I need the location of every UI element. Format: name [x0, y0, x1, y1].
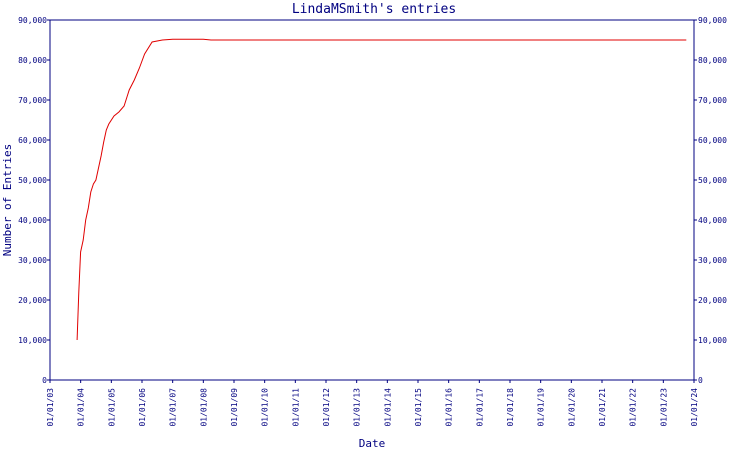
y-tick-label-left: 60,000 — [18, 136, 47, 145]
x-tick-label: 01/01/09 — [230, 388, 239, 427]
series-line-entries — [76, 38, 687, 341]
x-axis: 01/01/03 01/01/04 01/01/05 01/01/06 01/01/07… — [46, 380, 699, 427]
x-tick-label: 01/01/19 — [537, 388, 546, 427]
x-tick-label: 01/01/16 — [445, 388, 454, 427]
x-tick-label: 01/01/18 — [506, 388, 515, 427]
y-tick-label-right: 80,000 — [698, 56, 727, 65]
x-tick-label: 01/01/10 — [261, 388, 270, 427]
x-tick-label: 01/01/13 — [353, 388, 362, 427]
y-tick-label-left: 80,000 — [18, 56, 47, 65]
y-tick-label-left: 10,000 — [18, 336, 47, 345]
x-tick-label: 01/01/03 — [46, 388, 55, 427]
y-tick-label-right: 90,000 — [698, 16, 727, 25]
x-tick-label: 01/01/14 — [383, 388, 392, 427]
y-tick-label-left: 30,000 — [18, 256, 47, 265]
plot-frame — [49, 19, 695, 381]
y-tick-label-left: 50,000 — [18, 176, 47, 185]
x-tick-label: 01/01/23 — [659, 388, 668, 427]
x-tick-label: 01/01/08 — [199, 388, 208, 427]
y-tick-label-right: 40,000 — [698, 216, 727, 225]
x-tick-label: 01/01/22 — [629, 388, 638, 427]
y-axis-label: Number of Entries — [1, 144, 14, 257]
y-tick-label-right: 30,000 — [698, 256, 727, 265]
y-tick-label-right: 70,000 — [698, 96, 727, 105]
y-tick-label-right: 60,000 — [698, 136, 727, 145]
x-tick-label: 01/01/11 — [291, 388, 300, 427]
x-tick-label: 01/01/20 — [567, 388, 576, 427]
y-tick-label-right: 50,000 — [698, 176, 727, 185]
y-axis-right: 0 10,000 20,000 30,000 40,000 50,000 60,000 70,… — [694, 16, 727, 385]
x-tick-label: 01/01/12 — [322, 388, 331, 427]
x-tick-label: 01/01/15 — [414, 388, 423, 427]
x-tick-label: 01/01/06 — [138, 388, 147, 427]
x-tick-label: 01/01/07 — [169, 388, 178, 427]
y-tick-label-right: 0 — [698, 376, 703, 385]
y-axis-left: 0 10,000 20,000 30,000 40,000 50,000 60,000 70,… — [18, 16, 50, 385]
y-tick-label-left: 90,000 — [18, 16, 47, 25]
x-tick-label: 01/01/24 — [690, 388, 699, 427]
x-tick-label: 01/01/17 — [475, 388, 484, 427]
y-tick-label-left: 70,000 — [18, 96, 47, 105]
x-tick-label: 01/01/05 — [107, 388, 116, 427]
y-tick-label-left: 40,000 — [18, 216, 47, 225]
chart-title: LindaMSmith's entries — [292, 2, 456, 17]
y-tick-label-left: 0 — [42, 376, 47, 385]
y-tick-label-left: 20,000 — [18, 296, 47, 305]
y-tick-label-right: 20,000 — [698, 296, 727, 305]
y-tick-label-right: 10,000 — [698, 336, 727, 345]
x-tick-label: 01/01/04 — [77, 388, 86, 427]
x-axis-label: Date — [359, 437, 386, 450]
x-tick-label: 01/01/21 — [598, 388, 607, 427]
